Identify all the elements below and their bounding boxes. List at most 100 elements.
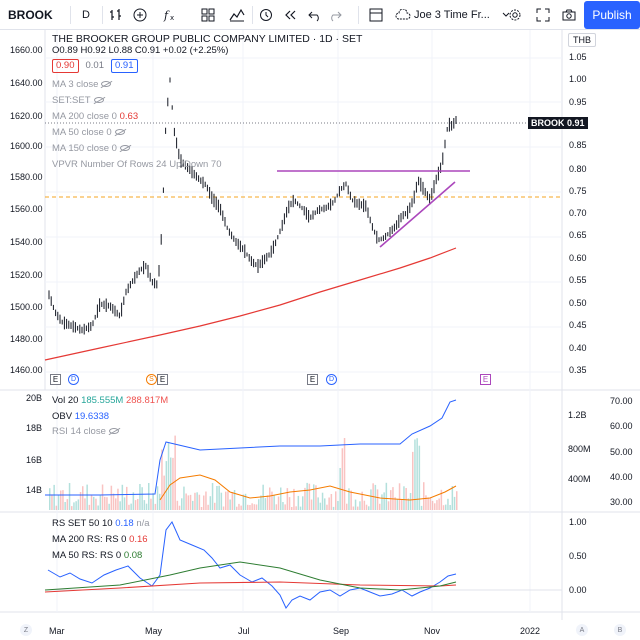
zoom-reset-button[interactable]: Z — [20, 624, 32, 636]
hidden-eye-icon[interactable] — [119, 145, 130, 152]
ask-chip[interactable]: 0.91 — [111, 59, 138, 73]
volume-bar — [143, 500, 146, 510]
indicator-ma3[interactable]: MA 3 close — [52, 79, 362, 90]
indicator-ma200[interactable]: MA 200 close 0 0.63 — [52, 111, 362, 122]
publish-button[interactable]: Publish — [584, 1, 640, 29]
chevron-down-icon[interactable] — [501, 5, 511, 25]
indicator-set[interactable]: SET:SET — [52, 95, 362, 106]
obv-legend-row[interactable]: OBV 19.6338 — [52, 411, 168, 422]
volume-bar — [379, 503, 381, 510]
rs-legend-row[interactable]: RS SET 50 10 0.18 n/a — [52, 518, 150, 529]
volume-bar — [176, 500, 179, 510]
main-legend: THE BROOKER GROUP PUBLIC COMPANY LIMITED… — [52, 34, 362, 170]
volume-bar — [451, 486, 454, 510]
rs-ma200-legend-row[interactable]: MA 200 RS: RS 0 0.16 — [52, 534, 150, 545]
rsi-legend-row[interactable]: RSI 14 close — [52, 426, 168, 437]
divider — [358, 6, 359, 24]
volume-bar — [269, 487, 271, 510]
volume-bar — [260, 495, 262, 510]
volume-bar — [324, 498, 326, 510]
ma200-line — [44, 247, 457, 361]
volume-bar — [148, 483, 150, 510]
camera-icon[interactable] — [560, 5, 578, 25]
indicator-ma50[interactable]: MA 50 close 0 — [52, 127, 362, 138]
upcoming-earnings-marker[interactable]: E — [480, 374, 491, 385]
volume-bar — [178, 505, 181, 510]
dividend-event-marker[interactable]: D — [326, 374, 337, 385]
obv-axis-tick: 400M — [568, 474, 591, 484]
volume-bar — [381, 494, 383, 510]
volume-bar — [335, 491, 337, 510]
volume-bar — [68, 483, 71, 510]
volume-bar — [172, 457, 174, 510]
volume-bar — [273, 495, 275, 510]
volume-bar — [394, 497, 396, 510]
dividend-event-marker[interactable]: D — [68, 374, 79, 385]
rs-ma50-legend-row[interactable]: MA 50 RS: RS 0 0.08 — [52, 550, 150, 561]
layout-window-icon[interactable] — [366, 5, 386, 25]
earnings-event-marker[interactable]: E — [157, 374, 168, 385]
hidden-eye-icon[interactable] — [108, 428, 119, 435]
auto-scale-button[interactable]: A — [576, 624, 588, 636]
divider — [102, 6, 103, 24]
right-axis-tick: 1.00 — [569, 74, 587, 84]
volume-bar — [112, 493, 115, 510]
indicator-label: MA 150 close 0 — [52, 143, 117, 154]
volume-bar — [60, 490, 62, 510]
volume-bar — [258, 499, 260, 510]
volume-bar — [51, 494, 53, 510]
chart-area[interactable]: THB THE BROOKER GROUP PUBLIC COMPANY LIM… — [0, 30, 640, 620]
volume-bar — [77, 499, 80, 510]
strategy-icon[interactable] — [226, 5, 248, 25]
log-scale-button[interactable]: B — [614, 624, 626, 636]
bid-chip[interactable]: 0.90 — [52, 59, 79, 73]
indicator-ma150[interactable]: MA 150 close 0 — [52, 143, 362, 154]
indicator-vpvr[interactable]: VPVR Number Of Rows 24 Up/Down 70 — [52, 159, 362, 170]
volume-bar — [233, 490, 236, 510]
volume-bar — [423, 482, 425, 510]
price-bars — [48, 77, 457, 335]
volume-bar — [62, 490, 64, 510]
volume-bar — [211, 483, 214, 510]
rs-axis-tick: 0.00 — [569, 585, 587, 595]
volume-bar — [429, 498, 432, 510]
volume-bar — [308, 483, 311, 510]
rsi-axis-tick: 60.00 — [610, 421, 633, 431]
volume-bar — [95, 498, 97, 510]
compare-icon[interactable] — [130, 5, 150, 25]
volume-bar — [181, 498, 183, 510]
volume-bar — [427, 497, 429, 510]
hidden-eye-icon[interactable] — [114, 129, 125, 136]
settings-gear-icon[interactable] — [506, 5, 524, 25]
layout-name-dropdown[interactable]: Joe 3 Time Fr... — [414, 9, 490, 21]
replay-icon[interactable] — [280, 5, 300, 25]
layout-grid-icon[interactable] — [198, 5, 218, 25]
volume-bar — [145, 503, 148, 510]
interval-button[interactable]: D — [82, 9, 90, 21]
left-axis-tick: 1600.00 — [10, 141, 43, 151]
vol-legend-row[interactable]: Vol 20 185.555M 288.817M — [52, 395, 168, 406]
fullscreen-icon[interactable] — [534, 5, 552, 25]
time-axis-tick: 2022 — [520, 626, 541, 636]
volume-bar — [405, 488, 407, 510]
cloud-icon[interactable] — [394, 5, 412, 25]
earnings-event-marker[interactable]: E — [50, 374, 61, 385]
volume-bar — [130, 503, 132, 510]
bar-style-icon[interactable] — [106, 5, 126, 25]
volume-bar — [297, 495, 300, 510]
volume-bar — [445, 504, 447, 510]
hidden-eye-icon[interactable] — [93, 97, 104, 104]
symbol-search[interactable]: BROOK — [8, 8, 53, 22]
alert-clock-icon[interactable] — [256, 5, 276, 25]
earnings-event-marker[interactable]: E — [307, 374, 318, 385]
split-event-marker[interactable]: S — [146, 374, 157, 385]
volume-bar — [207, 504, 209, 510]
hidden-eye-icon[interactable] — [101, 81, 112, 88]
volume-bar — [86, 484, 88, 510]
time-axis-tick: Sep — [333, 626, 350, 636]
undo-icon[interactable] — [306, 5, 324, 25]
redo-icon[interactable] — [326, 5, 344, 25]
currency-button[interactable]: THB — [568, 33, 596, 47]
volume-bar — [66, 499, 69, 510]
